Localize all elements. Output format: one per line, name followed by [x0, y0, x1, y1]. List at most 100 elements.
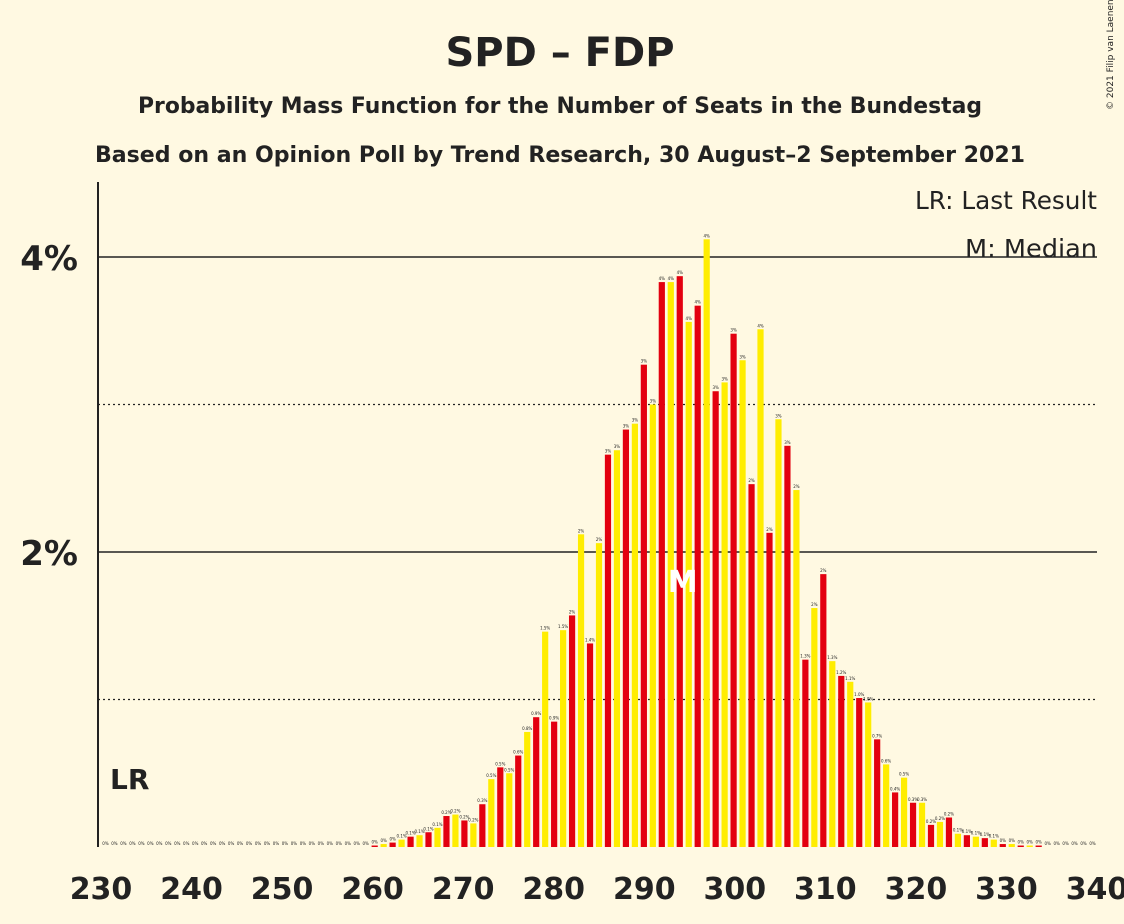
bar-label-seat-301: 3%: [739, 354, 746, 359]
bar-label-seat-334: 0%: [1036, 840, 1043, 845]
copyright: © 2021 Filip van Laenen: [1106, 0, 1116, 110]
bar-label-seat-255: 0%: [327, 841, 334, 846]
bar-label-seat-300: 3%: [730, 328, 737, 333]
bar-seat-315: [865, 702, 872, 847]
bar-seat-313: [847, 681, 854, 847]
bar-seat-268: [443, 816, 450, 847]
bar-label-seat-234: 0%: [138, 841, 145, 846]
bar-label-seat-289: 3%: [632, 418, 639, 423]
bar-seat-328: [981, 838, 988, 847]
bar-seat-321: [918, 802, 926, 847]
bar-label-seat-332: 0%: [1018, 840, 1025, 845]
bar-label-seat-313: 1.1%: [845, 676, 855, 681]
bar-label-seat-249: 0%: [273, 841, 280, 846]
bar-label-seat-297: 4%: [704, 233, 711, 238]
bar-label-seat-322: 0.2%: [926, 819, 936, 824]
bar-label-seat-246: 0%: [246, 841, 253, 846]
bar-label-seat-287: 3%: [614, 444, 621, 449]
bar-label-seat-241: 0%: [201, 841, 208, 846]
bar-seat-319: [900, 777, 908, 847]
bar-label-seat-272: 0.3%: [477, 798, 487, 803]
bar-label-seat-280: 0.9%: [549, 716, 559, 721]
bar-seat-307: [793, 490, 800, 847]
bar-label-seat-242: 0%: [210, 841, 217, 846]
bar-label-seat-293: 4%: [668, 276, 675, 281]
bar-label-seat-306: 3%: [784, 440, 791, 445]
bar-label-seat-299: 3%: [721, 376, 728, 381]
bar-seat-289: [631, 423, 638, 847]
bar-label-seat-291: 3%: [650, 399, 657, 404]
bar-label-seat-337: 0%: [1062, 841, 1069, 846]
bar-label-seat-284: 1.4%: [585, 637, 595, 642]
bar-label-seat-263: 0.1%: [397, 834, 407, 839]
bar-label-seat-303: 4%: [757, 323, 764, 328]
bar-label-seat-307: 2%: [793, 484, 800, 489]
bar-seat-285: [595, 543, 603, 847]
bar-label-seat-240: 0%: [192, 841, 199, 846]
bar-label-seat-256: 0%: [336, 841, 343, 846]
x-tick-label-250: 250: [251, 872, 314, 907]
bar-label-seat-235: 0%: [147, 841, 154, 846]
bar-seat-265: [416, 835, 423, 847]
bar-label-seat-278: 0.9%: [531, 711, 541, 716]
bar-label-seat-253: 0%: [309, 841, 316, 846]
bar-label-seat-231: 0%: [111, 841, 118, 846]
bar-label-seat-338: 0%: [1071, 841, 1078, 846]
bar-seat-317: [883, 764, 890, 847]
x-tick-label-270: 270: [432, 872, 495, 907]
bar-label-seat-260: 0%: [372, 840, 379, 845]
bar-label-seat-265: 0.1%: [414, 829, 424, 834]
x-axis-ticks: 230 240 250 260 270 280 290 300 310 320 330 340: [70, 872, 1124, 907]
bar-seat-309: [811, 608, 818, 847]
bar-label-seat-327: 0.1%: [971, 831, 981, 836]
bar-label-seat-329: 0.1%: [989, 834, 999, 839]
bar-label-seat-282: 2%: [569, 609, 576, 614]
bar-label-seat-250: 0%: [282, 841, 289, 846]
bar-seat-296: [694, 305, 701, 847]
bar-seat-301: [739, 360, 746, 847]
bar-label-seat-290: 3%: [641, 359, 648, 364]
bar-label-seat-295: 4%: [686, 316, 693, 321]
bar-label-seat-243: 0%: [219, 841, 226, 846]
chart-title: SPD – FDP: [445, 30, 674, 76]
bar-seat-283: [577, 534, 585, 847]
x-tick-label-260: 260: [341, 872, 404, 907]
bar-seat-332: [1017, 845, 1024, 847]
bar-seat-282: [568, 615, 576, 847]
y-tick-label-4: 4%: [20, 239, 78, 279]
bar-label-seat-336: 0%: [1053, 841, 1060, 846]
bar-label-seat-247: 0%: [255, 841, 262, 846]
bar-label-seat-286: 3%: [605, 449, 612, 454]
bar-label-seat-331: 0%: [1009, 838, 1016, 843]
bar-label-seat-294: 4%: [677, 270, 684, 275]
bar-label-seat-277: 0.8%: [522, 726, 532, 731]
bar-seat-334: [1035, 845, 1042, 847]
bar-seat-271: [470, 823, 477, 847]
x-tick-label-340: 340: [1066, 872, 1124, 907]
bar-seat-297: [703, 239, 710, 848]
bar-label-seat-330: 0%: [1000, 838, 1007, 843]
bar-label-seat-312: 1.2%: [836, 670, 846, 675]
bar-seat-300: [730, 333, 737, 847]
bar-label-seat-308: 1.3%: [800, 654, 810, 659]
bar-label-seat-317: 0.6%: [881, 758, 891, 763]
x-tick-label-300: 300: [704, 872, 767, 907]
bar-label-seat-276: 0.6%: [513, 750, 523, 755]
bar-label-seat-262: 0%: [389, 837, 396, 842]
bar-seat-326: [963, 835, 970, 847]
x-tick-label-230: 230: [70, 872, 133, 907]
bar-label-seat-258: 0%: [354, 841, 361, 846]
bar-seat-281: [560, 630, 567, 847]
bar-label-seat-238: 0%: [174, 841, 181, 846]
median-marker: M: [668, 565, 698, 600]
bar-label-seat-254: 0%: [318, 841, 325, 846]
bar-label-seat-251: 0%: [291, 841, 298, 846]
bar-seat-303: [757, 329, 764, 847]
bar-label-seat-314: 1.0%: [854, 692, 864, 697]
bar-label-seat-288: 3%: [623, 424, 630, 429]
bar-label-seat-285: 2%: [596, 537, 603, 542]
bar-label-seat-237: 0%: [165, 841, 172, 846]
bar-label-seat-233: 0%: [129, 841, 136, 846]
bar-seat-322: [927, 824, 935, 848]
chart-subtitle-2: Based on an Opinion Poll by Trend Resear…: [95, 143, 1025, 168]
